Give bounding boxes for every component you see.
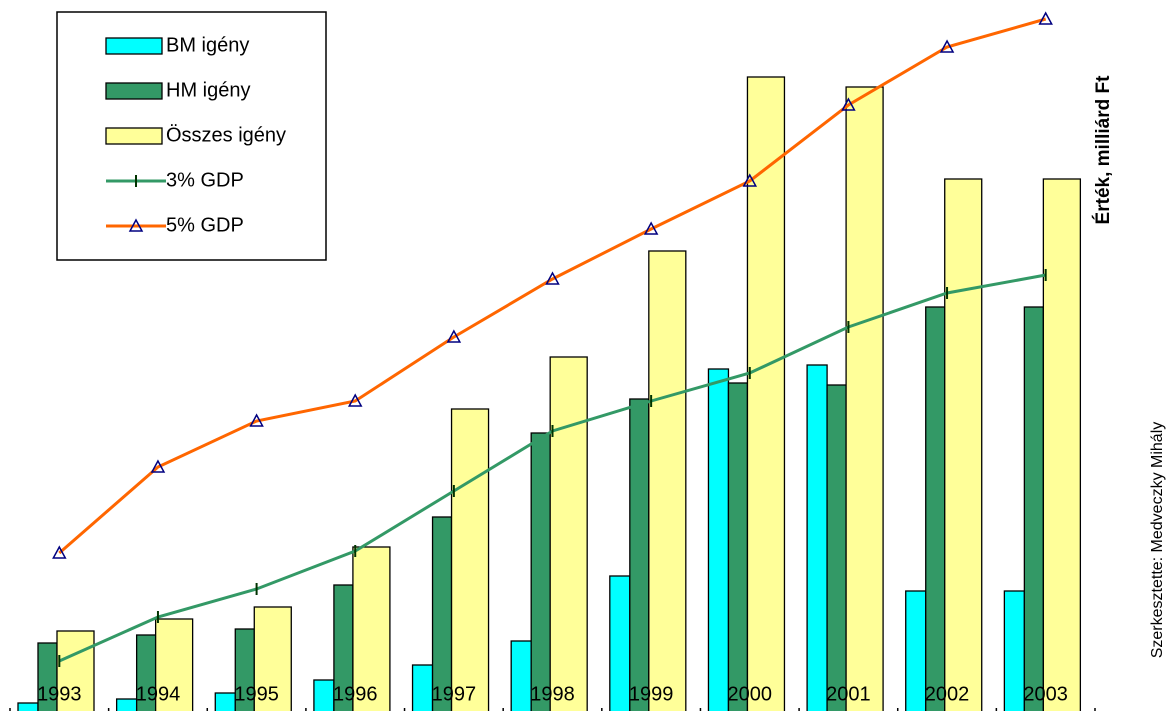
marker [150, 459, 166, 473]
bar [530, 432, 551, 711]
bar [1003, 590, 1026, 711]
x-tick-label: 1996 [333, 683, 378, 705]
bar [905, 590, 927, 711]
bar [845, 86, 884, 711]
legend-label: BM igény [166, 34, 249, 56]
bar [450, 408, 490, 711]
bar [549, 356, 588, 711]
y-axis-label: Érték, milliárd Ft [1092, 75, 1114, 225]
legend-swatch [105, 82, 163, 100]
legend-label: 5% GDP [166, 214, 244, 236]
legend-box [56, 11, 327, 261]
bar [352, 546, 391, 711]
bar [746, 76, 786, 711]
x-tick-label: 1995 [234, 683, 279, 705]
x-tick-label: 2003 [1023, 683, 1068, 705]
bar [1042, 178, 1082, 711]
bar [806, 364, 828, 711]
bar [431, 516, 453, 711]
bar [826, 384, 847, 711]
bar [727, 382, 749, 711]
legend-swatch [105, 127, 163, 145]
bar [925, 306, 946, 711]
bar [154, 618, 194, 711]
bar [944, 178, 983, 711]
marker [643, 221, 659, 235]
bar [648, 250, 687, 711]
x-tick-label: 1993 [37, 683, 82, 705]
bar [1023, 306, 1045, 711]
x-tick-label: 1997 [432, 683, 477, 705]
legend-swatch [105, 37, 163, 55]
x-tick-label: 2001 [826, 683, 871, 705]
marker [52, 545, 67, 559]
bar [56, 630, 95, 711]
bar [510, 640, 532, 711]
bar [707, 368, 730, 711]
bar [609, 575, 631, 711]
marker [545, 271, 560, 285]
marker [347, 393, 363, 407]
x-tick-label: 2000 [728, 683, 773, 705]
bar [253, 606, 292, 711]
marker [446, 329, 462, 343]
marker [249, 413, 264, 427]
x-tick-label: 1998 [530, 683, 575, 705]
bar [411, 664, 434, 711]
bar [313, 679, 335, 711]
x-tick-label: 1994 [136, 683, 181, 705]
bar [115, 698, 138, 711]
bar [629, 398, 650, 711]
bar [17, 702, 39, 711]
marker [742, 173, 758, 187]
legend-label: 3% GDP [166, 169, 244, 191]
line [58, 17, 1047, 555]
marker [1038, 11, 1053, 25]
legend-marker [128, 218, 144, 232]
marker [841, 97, 856, 111]
x-tick-label: 1999 [629, 683, 674, 705]
legend-label: HM igény [166, 79, 250, 101]
bar [214, 692, 236, 711]
legend-label: Összes igény [166, 124, 286, 146]
x-tick-label: 2002 [925, 683, 970, 705]
credit: Szerkesztette: Medveczky Mihály [1149, 422, 1166, 659]
marker [939, 39, 955, 53]
